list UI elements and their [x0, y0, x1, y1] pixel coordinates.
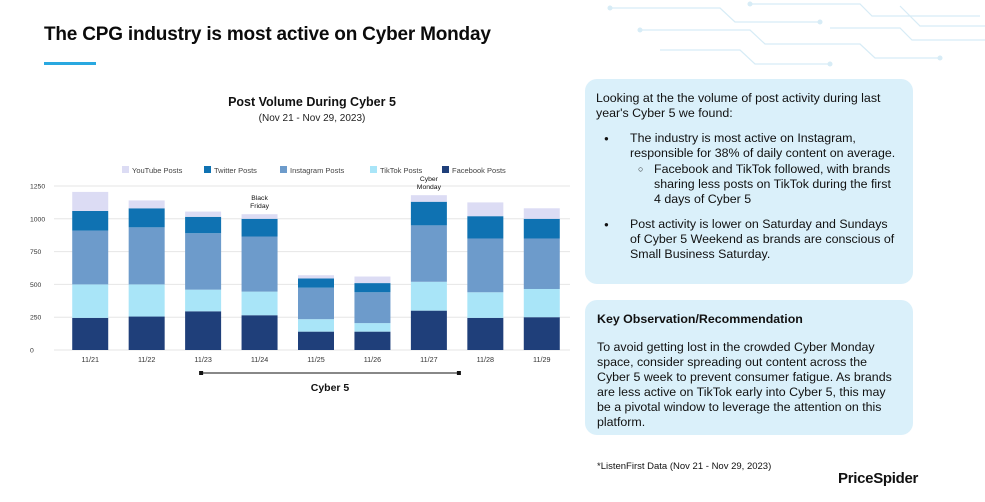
bar-segment — [410, 195, 447, 202]
findings-intro: Looking at the the volume of post activi… — [596, 91, 881, 120]
bar-segment — [72, 284, 109, 318]
bar-segment — [128, 316, 165, 350]
bar-segment — [185, 211, 222, 217]
bar-segment — [298, 278, 334, 288]
bar-segment — [523, 288, 560, 318]
bar-segment — [354, 331, 391, 350]
legend-swatch — [122, 166, 129, 173]
x-tick-label: 11/24 — [251, 355, 268, 364]
legend-label: TikTok Posts — [380, 166, 422, 175]
bar-segment — [72, 230, 109, 285]
bar-segment — [298, 319, 334, 332]
post-volume-chart: Post Volume During Cyber 5 (Nov 21 - Nov … — [30, 95, 570, 394]
bar-segment — [72, 317, 109, 350]
bar-segment — [523, 218, 560, 239]
legend-swatch — [204, 166, 211, 173]
y-tick-label: 1000 — [30, 216, 45, 223]
chart-subtitle: (Nov 21 - Nov 29, 2023) — [259, 113, 366, 124]
bar-segment — [185, 216, 222, 234]
bar-segment — [410, 201, 447, 226]
bar-segment — [128, 284, 165, 317]
chart-title: Post Volume During Cyber 5 — [228, 95, 396, 109]
legend-label: Facebook Posts — [452, 166, 506, 175]
observation-body: To avoid getting lost in the crowded Cyb… — [597, 340, 892, 429]
x-tick-label: 11/23 — [194, 355, 211, 364]
x-tick-label: 11/27 — [420, 355, 437, 364]
bar-segment — [410, 225, 447, 282]
findings-bullet-text: The industry is most active on Instagram… — [630, 131, 896, 160]
y-tick-label: 500 — [30, 282, 42, 289]
findings-bullet: The industry is most active on Instagram… — [604, 131, 901, 207]
title-underline — [44, 62, 96, 65]
findings-sub-bullet: Facebook and TikTok followed, with brand… — [638, 162, 901, 207]
legend-label: Twitter Posts — [214, 166, 257, 175]
legend-swatch — [370, 166, 377, 173]
x-tick-label: 11/21 — [81, 355, 98, 364]
bar-segment — [185, 289, 222, 312]
y-tick-label: 0 — [30, 348, 34, 355]
y-tick-label: 250 — [30, 315, 42, 322]
bar-segment — [523, 238, 560, 289]
bar-segment — [523, 208, 560, 219]
annotation-label: Friday — [250, 203, 269, 210]
bar-segment — [72, 210, 109, 231]
x-tick-label: 11/22 — [138, 355, 155, 364]
bar-segment — [72, 191, 109, 211]
bar-segment — [354, 276, 391, 284]
y-tick-label: 750 — [30, 249, 42, 256]
bar-segment — [128, 200, 165, 209]
findings-bullet: Post activity is lower on Saturday and S… — [604, 217, 901, 262]
bar-segment — [354, 283, 391, 293]
source-footnote: *ListenFirst Data (Nov 21 - Nov 29, 2023… — [597, 461, 772, 472]
legend-label: Instagram Posts — [290, 166, 344, 175]
x-tick-label: 11/25 — [307, 355, 324, 364]
bar-segment — [298, 331, 334, 350]
bar-segment — [523, 317, 560, 350]
annotation-label: Black — [251, 195, 268, 202]
y-tick-label: 1250 — [30, 184, 45, 191]
bar-segment — [241, 291, 278, 316]
findings-list: The industry is most active on Instagram… — [596, 131, 901, 262]
bar-segment — [241, 214, 278, 219]
bar-segment — [467, 216, 504, 239]
bar-segment — [410, 310, 447, 350]
slide-title: The CPG industry is most active on Cyber… — [44, 24, 491, 45]
bar-segment — [241, 315, 278, 350]
bracket-end — [456, 371, 461, 375]
bar-segment — [354, 292, 391, 324]
bar-segment — [128, 227, 165, 285]
bar-segment — [467, 238, 504, 293]
circuit-pattern-decoration — [607, 1, 985, 67]
bar-segment — [185, 233, 222, 290]
bar-segment — [467, 317, 504, 350]
bar-segment — [410, 281, 447, 311]
bar-segment — [241, 236, 278, 292]
bar-segment — [298, 275, 334, 279]
bar-segment — [354, 323, 391, 332]
bar-segment — [467, 202, 504, 217]
bracket-end — [199, 371, 204, 375]
x-tick-label: 11/26 — [364, 355, 381, 364]
observation-panel: Key Observation/Recommendation To avoid … — [585, 300, 913, 435]
legend-swatch — [442, 166, 449, 173]
annotation-label: Cyber — [420, 176, 439, 183]
legend-label: YouTube Posts — [132, 166, 183, 175]
bar-segment — [128, 208, 165, 228]
legend-swatch — [280, 166, 287, 173]
pricespider-logo: PriceSpider — [838, 470, 919, 487]
bar-segment — [185, 311, 222, 350]
findings-panel: Looking at the the volume of post activi… — [585, 79, 913, 284]
annotation-label: Monday — [417, 184, 442, 191]
bar-segment — [467, 292, 504, 318]
bar-segment — [298, 287, 334, 320]
observation-heading: Key Observation/Recommendation — [597, 312, 803, 326]
bracket-label: Cyber 5 — [311, 382, 350, 394]
findings-sublist: Facebook and TikTok followed, with brand… — [630, 162, 901, 207]
bar-segment — [241, 218, 278, 237]
x-tick-label: 11/29 — [533, 355, 550, 364]
x-tick-label: 11/28 — [477, 355, 494, 364]
